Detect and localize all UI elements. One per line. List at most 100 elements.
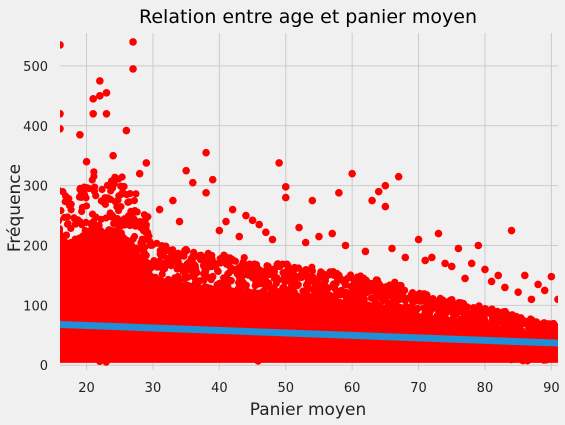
data-point [361,347,369,355]
data-point [136,217,144,226]
data-point [202,189,210,197]
data-point [220,300,228,308]
data-point [452,308,460,317]
data-point [63,213,72,221]
data-point [126,221,134,230]
data-point [61,198,69,206]
data-point [374,326,382,334]
data-point [513,321,521,329]
data-point [475,328,483,337]
y-axis-label: Fréquence [5,164,25,252]
data-point [82,194,90,202]
data-point [173,300,181,308]
data-point [433,298,441,306]
data-point [153,239,161,247]
data-point [227,277,235,285]
data-point [414,304,422,313]
data-point [540,286,549,295]
data-point [268,291,276,299]
data-point [175,217,184,226]
data-point [153,263,161,271]
data-point [421,342,429,350]
data-point [60,225,64,233]
y-tick-label: 400 [23,120,48,135]
data-point [78,207,86,216]
data-point [88,176,96,184]
y-axis-ticks: 0 100 200 300 400 500 [23,60,48,374]
data-point [174,257,182,265]
data-point [117,190,125,198]
data-point [109,308,117,316]
data-point [447,262,456,271]
data-point [312,307,320,316]
data-point [426,299,434,307]
data-point [95,303,103,311]
data-point [243,288,252,297]
data-point [129,38,137,46]
data-point [382,347,390,355]
x-tick-label: 20 [78,381,95,396]
data-point [117,229,125,237]
data-point [160,331,169,339]
data-point [274,311,282,319]
data-point [273,260,281,268]
data-point [182,166,190,175]
data-point [301,307,309,315]
data-point [425,311,433,319]
data-point [315,232,323,241]
data-point [283,260,291,268]
data-point [100,311,108,319]
data-point [122,126,131,135]
data-point [90,168,98,176]
data-point [169,333,177,341]
data-point [329,299,337,307]
data-point [65,248,73,256]
data-point [260,300,269,308]
data-point [215,307,224,315]
data-point [142,159,151,167]
data-point [327,311,335,320]
data-point [388,244,396,253]
data-point [156,342,164,350]
data-point [438,348,447,356]
data-point [180,252,188,260]
data-point [214,267,222,276]
data-point [64,304,72,312]
data-point [439,308,448,316]
data-point [423,291,431,299]
data-point [433,318,441,326]
data-point [101,245,109,253]
data-point [381,181,390,190]
data-point [135,169,144,178]
data-point [204,355,212,363]
data-point [334,274,342,282]
data-point [144,335,152,344]
data-point [433,341,441,349]
data-point [509,345,517,353]
data-point [98,268,107,276]
data-point [311,350,319,358]
data-point [208,298,216,306]
data-point [80,248,88,256]
data-point [88,297,97,305]
data-point [433,313,441,321]
regression-line [59,321,559,347]
data-point [220,274,228,282]
data-point [501,283,509,292]
data-point [110,253,118,262]
data-point [292,305,300,313]
data-point [106,341,114,349]
data-point [165,342,173,350]
data-point [80,188,88,197]
data-point [433,305,441,313]
data-point [398,292,407,300]
data-point [280,275,289,284]
data-point [346,271,355,279]
data-point [179,314,188,322]
data-point [319,345,327,354]
data-point [545,321,553,329]
data-point [76,130,84,139]
data-point [126,190,134,198]
data-point [458,326,467,334]
